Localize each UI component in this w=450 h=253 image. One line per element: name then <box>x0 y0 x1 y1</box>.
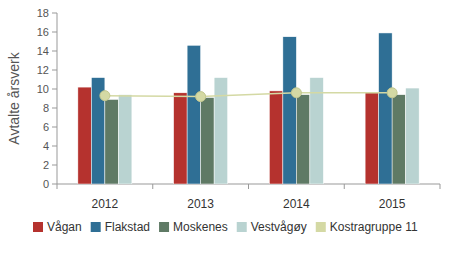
legend-swatch <box>316 222 326 232</box>
bar <box>406 88 420 184</box>
bar <box>214 78 228 184</box>
point <box>387 88 397 98</box>
x-tick <box>152 184 153 189</box>
line <box>105 93 392 97</box>
bar <box>105 99 119 184</box>
y-tick-label: 2 <box>43 159 49 171</box>
y-tick <box>52 146 57 147</box>
bar <box>379 33 393 184</box>
legend-label: Moskenes <box>173 220 228 234</box>
legend-label: Kostragruppe 11 <box>330 220 418 234</box>
y-tick-label: 14 <box>37 45 49 57</box>
y-tick-label: 4 <box>43 140 49 152</box>
legend-swatch <box>237 222 247 232</box>
chart: Avtalte årsverk 0 2 4 6 8 10 12 14 16 18 2012 2013 20… <box>0 0 450 253</box>
y-tick-label: 10 <box>37 83 49 95</box>
bar <box>392 95 406 184</box>
point <box>291 88 301 98</box>
bar <box>310 78 324 184</box>
bar <box>78 87 92 184</box>
x-tick <box>57 184 58 189</box>
y-tick-label: 0 <box>43 178 49 190</box>
legend-label: Flakstad <box>105 220 150 234</box>
x-tick-label: 2015 <box>379 197 406 211</box>
bar <box>296 95 310 184</box>
y-tick <box>52 70 57 71</box>
bar <box>118 95 132 184</box>
bar <box>174 93 188 184</box>
y-tick <box>52 108 57 109</box>
y-tick-label: 6 <box>43 121 49 133</box>
y-tick <box>52 184 57 185</box>
bar <box>201 98 215 184</box>
y-tick-label: 12 <box>37 64 49 76</box>
legend-swatch <box>33 222 43 232</box>
y-tick-label: 18 <box>37 7 49 19</box>
bar <box>187 45 201 184</box>
bar <box>269 91 283 184</box>
y-tick <box>52 13 57 14</box>
plot <box>78 33 419 184</box>
legend-label: Vestvågøy <box>251 220 307 234</box>
x-tick <box>344 184 345 189</box>
legend-label: Vågan <box>47 220 82 234</box>
y-tick <box>52 127 57 128</box>
x-tick <box>248 184 249 189</box>
y-tick <box>52 51 57 52</box>
x-tick-label: 2014 <box>283 197 310 211</box>
point <box>100 91 110 101</box>
legend-swatch <box>159 222 169 232</box>
y-axis-label: Avtalte årsverk <box>6 51 22 144</box>
y-tick <box>52 89 57 90</box>
bar <box>283 37 297 184</box>
y-tick <box>52 32 57 33</box>
legend-swatch <box>91 222 101 232</box>
x-tick <box>440 184 441 189</box>
point <box>196 92 206 102</box>
x-tick-label: 2012 <box>92 197 119 211</box>
y-axis <box>57 13 58 184</box>
x-tick-label: 2013 <box>187 197 214 211</box>
legend: Vågan Flakstad Moskenes Vestvågøy Kostragrup… <box>33 220 418 234</box>
y-tick-label: 16 <box>37 26 49 38</box>
y-tick-label: 8 <box>43 102 49 114</box>
bar <box>365 93 379 184</box>
y-tick <box>52 165 57 166</box>
